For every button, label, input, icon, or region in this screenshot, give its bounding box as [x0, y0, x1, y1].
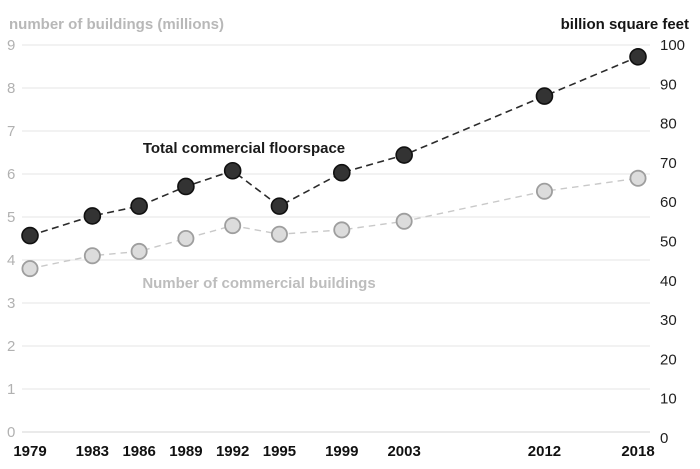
floorspace-point-1995 [270, 197, 289, 215]
floorspace-point-2012 [535, 87, 554, 105]
floorspace-point-1989 [177, 177, 195, 196]
buildings-point-1986 [130, 242, 148, 260]
buildings-point-2003 [395, 212, 413, 230]
floorspace-point-1992 [223, 161, 242, 180]
year-tick-label: 1979 [13, 443, 46, 460]
x-axis-year-labels: 1979 1983 1986 1989 1992 1995 1999 2003 2012 2018 [13, 443, 654, 460]
year-tick-label: 2003 [387, 443, 420, 460]
left-axis-tick-label: 8 [7, 80, 15, 97]
year-tick-label: 1989 [169, 443, 202, 460]
buildings-point-1989 [177, 229, 195, 247]
right-axis-tick-label: 20 [660, 351, 677, 368]
data-series [21, 47, 647, 278]
year-tick-label: 1995 [263, 443, 296, 460]
right-axis-tick-label: 60 [660, 194, 677, 211]
right-axis-tick-label: 40 [660, 273, 677, 290]
year-tick-label: 1992 [216, 443, 249, 460]
year-tick-label: 2018 [621, 443, 654, 460]
left-axis-title: number of buildings (millions) [9, 16, 224, 33]
right-axis-tick-label: 30 [660, 312, 677, 329]
left-axis-tick-label: 9 [7, 37, 15, 54]
left-axis-tick-labels: 0 1 2 3 4 5 6 7 8 9 [7, 37, 15, 441]
floorspace-point-1983 [83, 207, 102, 225]
right-axis-tick-label: 10 [660, 391, 677, 408]
floorspace-point-2018 [629, 47, 647, 66]
right-axis-tick-label: 0 [660, 430, 668, 447]
buildings-point-2012 [535, 182, 553, 200]
right-axis-tick-label: 70 [660, 155, 677, 172]
right-axis-tick-label: 50 [660, 234, 677, 251]
year-tick-label: 2012 [528, 443, 561, 460]
floorspace-point-1999 [332, 163, 351, 182]
buildings-series-label: Number of commercial buildings [142, 275, 375, 292]
gridlines [22, 44, 650, 433]
buildings-point-1992 [224, 217, 242, 235]
right-axis-tick-labels: 0 10 20 30 40 50 60 70 80 90 100 [660, 37, 685, 447]
left-axis-tick-label: 1 [7, 381, 15, 398]
left-axis-tick-label: 5 [7, 209, 15, 226]
left-axis-tick-label: 3 [7, 295, 15, 312]
buildings-series-line [29, 177, 639, 270]
buildings-point-1995 [270, 225, 288, 243]
floorspace-series-line [29, 56, 639, 237]
left-axis-tick-label: 7 [7, 123, 15, 140]
year-tick-label: 1999 [325, 443, 358, 460]
right-axis-tick-label: 100 [660, 37, 685, 54]
floorspace-series-label: Total commercial floorspace [143, 140, 345, 157]
right-axis-title: billion square feet [561, 16, 689, 33]
floorspace-point-1979 [21, 226, 39, 245]
floorspace-point-2003 [395, 146, 413, 164]
buildings-point-1983 [83, 247, 101, 265]
year-tick-label: 1986 [122, 443, 155, 460]
right-axis-tick-label: 90 [660, 76, 677, 93]
buildings-point-1999 [333, 221, 351, 239]
right-axis-tick-label: 80 [660, 116, 677, 133]
left-axis-tick-label: 6 [7, 166, 15, 183]
year-tick-label: 1983 [76, 443, 109, 460]
buildings-point-1979 [21, 260, 39, 278]
left-axis-tick-label: 2 [7, 338, 15, 355]
left-axis-tick-label: 4 [7, 252, 15, 269]
buildings-point-2018 [629, 169, 647, 187]
floorspace-point-1986 [130, 197, 148, 215]
left-axis-tick-label: 0 [7, 424, 15, 441]
